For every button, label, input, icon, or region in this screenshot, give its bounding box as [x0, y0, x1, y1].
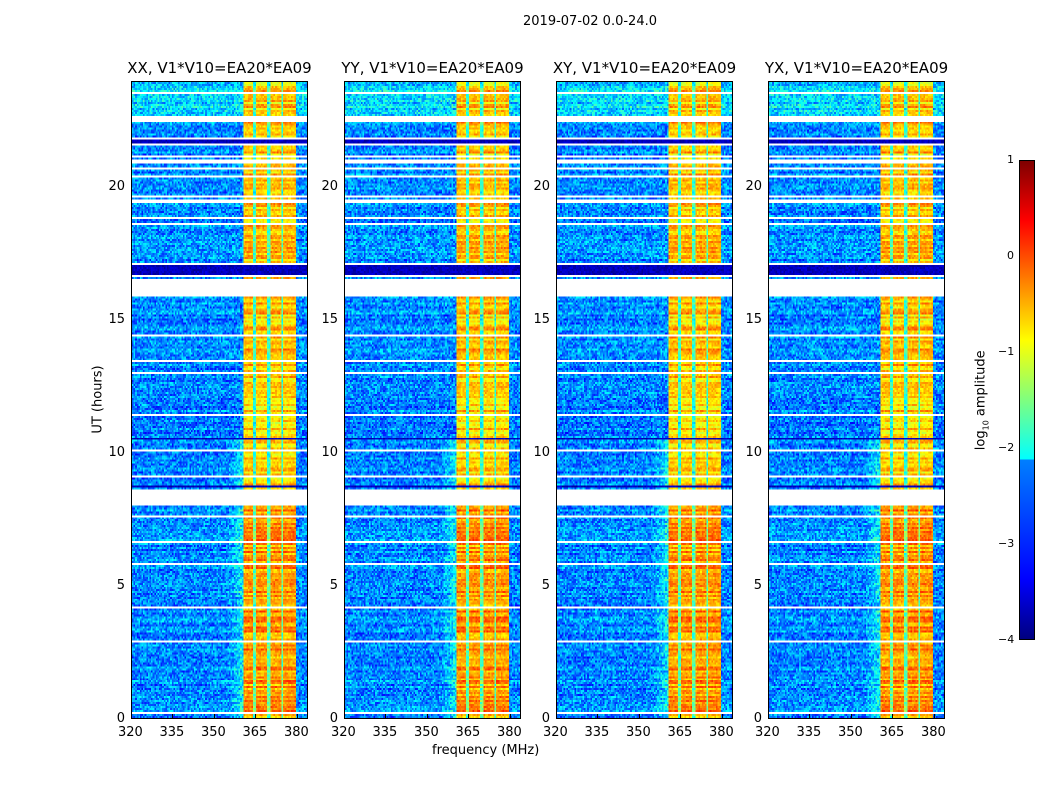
y-tick-label: 15	[533, 312, 550, 328]
colorbar-label: log10 amplitude	[973, 350, 991, 451]
x-tick-mark	[344, 714, 345, 718]
x-tick-mark	[296, 714, 298, 718]
x-tick-label: 335	[584, 725, 610, 740]
x-tick-label: 320	[543, 725, 568, 740]
x-tick-mark	[172, 714, 174, 718]
colorbar-tick-label: −3	[998, 537, 1015, 550]
x-tick-mark	[385, 714, 387, 718]
x-tick-label: 380	[496, 725, 522, 740]
heatmap-canvas	[132, 82, 307, 718]
y-axis-label: UT (hours)	[90, 365, 106, 434]
x-tick-mark	[721, 714, 723, 718]
x-tick-label: 335	[796, 725, 822, 740]
x-tick-label: 350	[413, 725, 439, 740]
x-tick-mark	[597, 714, 599, 718]
spectrogram-panel	[344, 81, 521, 719]
y-tick-label: 20	[533, 179, 550, 195]
colorbar	[1019, 160, 1035, 640]
x-tick-mark	[768, 714, 769, 718]
x-tick-label: 365	[667, 725, 693, 740]
figure-title: 2019-07-02 0.0-24.0	[523, 14, 657, 29]
y-tick-label: 15	[321, 312, 338, 328]
x-tick-label: 335	[159, 725, 185, 740]
y-tick-label: 0	[753, 711, 762, 726]
x-tick-label: 380	[283, 725, 309, 740]
x-tick-label: 320	[118, 725, 143, 740]
y-tick-label: 15	[745, 312, 762, 328]
x-tick-mark	[468, 714, 470, 718]
y-tick-label: 10	[108, 445, 125, 461]
panel-title: YX, V1*V10=EA20*EA09	[764, 59, 949, 77]
panel-title: XY, V1*V10=EA20*EA09	[552, 59, 737, 77]
x-tick-mark	[892, 714, 894, 718]
x-tick-mark	[131, 714, 132, 718]
x-tick-mark	[680, 714, 682, 718]
x-tick-label: 320	[331, 725, 356, 740]
y-tick-label: 10	[533, 445, 550, 461]
spectrogram-panel	[131, 81, 308, 719]
colorbar-tick-label: −1	[998, 345, 1015, 358]
y-tick-label: 20	[108, 179, 125, 195]
y-tick-label: 0	[116, 711, 125, 726]
panel-title: YY, V1*V10=EA20*EA09	[341, 59, 524, 77]
heatmap-canvas	[557, 82, 732, 718]
x-tick-label: 365	[879, 725, 905, 740]
x-tick-label: 380	[920, 725, 946, 740]
heatmap-canvas	[345, 82, 520, 718]
heatmap-canvas	[769, 82, 944, 718]
x-tick-label: 335	[372, 725, 398, 740]
colorbar-tick-label: 1	[1007, 153, 1014, 166]
spectrogram-panel	[556, 81, 733, 719]
y-tick-label: 0	[541, 711, 550, 726]
x-tick-label: 320	[755, 725, 780, 740]
x-tick-mark	[509, 714, 511, 718]
y-tick-label: 5	[116, 578, 125, 594]
x-tick-mark	[556, 714, 557, 718]
y-tick-label: 5	[329, 578, 338, 594]
x-tick-label: 350	[837, 725, 863, 740]
y-tick-label: 20	[321, 179, 338, 195]
x-tick-label: 365	[455, 725, 481, 740]
x-axis-label: frequency (MHz)	[432, 743, 540, 758]
x-tick-label: 365	[242, 725, 268, 740]
x-tick-mark	[255, 714, 257, 718]
colorbar-tick-label: 0	[1007, 249, 1014, 262]
colorbar-tick-label: −4	[998, 633, 1015, 646]
x-tick-mark	[426, 714, 428, 718]
y-tick-label: 10	[745, 445, 762, 461]
x-tick-mark	[213, 714, 215, 718]
x-tick-label: 350	[625, 725, 651, 740]
x-tick-label: 350	[200, 725, 226, 740]
colorbar-tick-label: −2	[998, 441, 1015, 454]
x-tick-mark	[933, 714, 935, 718]
y-tick-label: 15	[108, 312, 125, 328]
x-tick-mark	[850, 714, 852, 718]
x-tick-mark	[809, 714, 811, 718]
panel-title: XX, V1*V10=EA20*EA09	[127, 59, 312, 77]
spectrogram-panel	[768, 81, 945, 719]
y-tick-label: 20	[745, 179, 762, 195]
x-tick-label: 380	[708, 725, 734, 740]
y-tick-label: 0	[329, 711, 338, 726]
y-tick-label: 10	[321, 445, 338, 461]
y-tick-label: 5	[753, 578, 762, 594]
y-tick-label: 5	[541, 578, 550, 594]
x-tick-mark	[638, 714, 640, 718]
